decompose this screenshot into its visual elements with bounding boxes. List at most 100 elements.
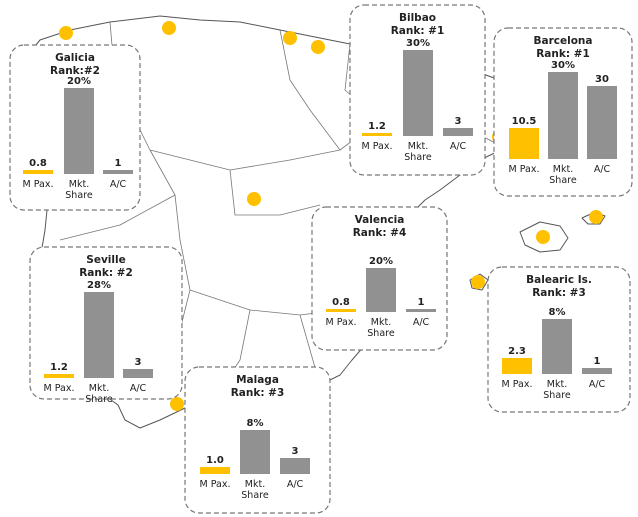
data-label: 1.2: [50, 362, 68, 373]
bar: [542, 319, 572, 374]
panel-rank: Rank: #4: [353, 227, 407, 239]
data-label: 0.8: [332, 297, 350, 308]
bar: [366, 268, 396, 312]
bar: [587, 86, 617, 159]
category-label: Mkt.: [69, 179, 89, 190]
data-label: 30%: [406, 38, 430, 49]
airport-dot: [247, 192, 261, 206]
data-label: 2.3: [508, 346, 526, 357]
category-label: A/C: [594, 164, 611, 175]
bar: [84, 292, 114, 378]
bar: [123, 369, 153, 378]
bar: [23, 170, 53, 174]
data-label: 1: [594, 356, 601, 367]
category-label: Share: [65, 190, 93, 201]
airport-dot: [536, 230, 550, 244]
category-label: M Pax.: [509, 164, 540, 175]
airport-dot: [589, 210, 603, 224]
data-label: 8%: [247, 418, 264, 429]
data-label: 20%: [369, 256, 393, 267]
category-label: Mkt.: [553, 164, 573, 175]
category-label: M Pax.: [44, 383, 75, 394]
panel-rank: Rank: #1: [536, 48, 590, 60]
category-label: M Pax.: [23, 179, 54, 190]
bar: [509, 128, 539, 159]
category-label: Mkt.: [547, 379, 567, 390]
airport-dot: [59, 26, 73, 40]
category-label: Share: [241, 490, 269, 501]
panel-rank: Rank: #3: [532, 287, 586, 299]
panel-rank: Rank: #1: [391, 25, 445, 37]
data-label: 1.2: [368, 121, 386, 132]
bar: [582, 368, 612, 374]
category-label: A/C: [287, 479, 304, 490]
bar: [103, 170, 133, 174]
data-label: 3: [135, 357, 142, 368]
panel-title: Malaga: [236, 374, 279, 386]
category-label: A/C: [589, 379, 606, 390]
category-label: Share: [404, 152, 432, 163]
bar: [548, 72, 578, 159]
category-label: A/C: [413, 317, 430, 328]
panel-rank: Rank: #2: [79, 267, 133, 279]
ibiza-island: [469, 273, 489, 291]
data-label: 1.0: [206, 455, 224, 466]
bar: [44, 374, 74, 378]
category-label: M Pax.: [502, 379, 533, 390]
data-label: 0.8: [29, 158, 47, 169]
panel-rank: Rank: #3: [231, 387, 285, 399]
bar: [362, 133, 392, 136]
data-label: 28%: [87, 280, 111, 291]
airport-dot: [283, 31, 297, 45]
category-label: Mkt.: [245, 479, 265, 490]
panel-title: Barcelona: [534, 35, 593, 47]
data-label: 1: [418, 297, 425, 308]
airport-dot: [170, 397, 184, 411]
category-label: A/C: [110, 179, 127, 190]
category-label: Mkt.: [408, 141, 428, 152]
data-label: 30: [595, 74, 609, 85]
data-label: 20%: [67, 76, 91, 87]
chart-panel-balearic-is: Balearic Is.Rank: #3 2.3 M Pax. 8% Mkt.Share…: [487, 266, 631, 413]
category-label: Share: [367, 328, 395, 339]
data-label: 10.5: [512, 116, 537, 127]
airport-dot: [471, 275, 485, 289]
bar: [443, 128, 473, 136]
panel-title: Seville: [86, 254, 125, 266]
data-label: 3: [292, 446, 299, 457]
airport-dot: [311, 40, 325, 54]
bar: [64, 88, 94, 174]
bar: [240, 430, 270, 474]
category-label: M Pax.: [200, 479, 231, 490]
category-label: Share: [549, 175, 577, 186]
bar: [326, 309, 356, 312]
bar: [502, 358, 532, 374]
data-label: 30%: [551, 60, 575, 71]
panel-title: Valencia: [355, 214, 405, 226]
data-label: 1: [115, 158, 122, 169]
category-label: Mkt.: [371, 317, 391, 328]
bar: [403, 50, 433, 136]
bar: [200, 467, 230, 474]
category-label: M Pax.: [326, 317, 357, 328]
panel-title: Balearic Is.: [526, 274, 592, 286]
data-label: 3: [455, 116, 462, 127]
panel-title: Galicia: [55, 52, 95, 64]
panel-title: Bilbao: [399, 12, 436, 24]
data-label: 8%: [549, 307, 566, 318]
mallorca-island: [519, 221, 569, 253]
category-label: M Pax.: [362, 141, 393, 152]
airport-dot: [162, 21, 176, 35]
bar: [406, 309, 436, 312]
bar: [280, 458, 310, 474]
category-label: Share: [85, 394, 113, 405]
panel-rank: Rank:#2: [50, 65, 100, 77]
